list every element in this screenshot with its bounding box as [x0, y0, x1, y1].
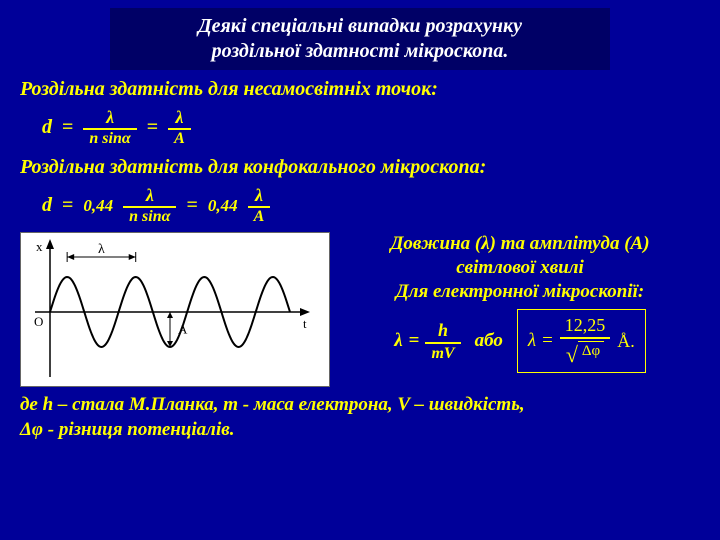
footer-line1: де h – стала М.Планка, m - маса електрон…	[20, 393, 700, 418]
title-line2: роздільної здатності мікроскопа.	[130, 39, 590, 64]
formula2: d = 0,44 λ n sinα = 0,44 λ A	[42, 185, 700, 226]
em-lambda: λ	[394, 329, 402, 353]
em-box-formula: λ = 12,25 √Δφ Å.	[517, 309, 646, 373]
svg-text:x: x	[36, 239, 43, 254]
caption-line3: Для електронної мікроскопії:	[340, 280, 700, 304]
f2-coef1: 0,44	[83, 196, 113, 216]
f2-lhs: d	[42, 194, 52, 217]
wave-caption: Довжина (λ) та амплітуда (А) світлової х…	[340, 232, 700, 387]
svg-text:t: t	[303, 316, 307, 331]
f1-frac1: λ n sinα	[83, 107, 136, 148]
caption-line1: Довжина (λ) та амплітуда (А)	[340, 232, 700, 256]
wave-diagram: λ Ax t O	[20, 232, 330, 387]
f1-frac2: λ A	[168, 107, 191, 148]
footer: де h – стала М.Планка, m - маса електрон…	[20, 393, 700, 442]
f2-frac1: λ n sinα	[123, 185, 176, 226]
em-frac: h mV	[425, 319, 460, 364]
em-formula: λ = h mV або λ = 12,25 √Δφ	[340, 309, 700, 373]
section1-heading: Роздільна здатність для несамосвітніх то…	[20, 78, 700, 101]
footer-line2: Δφ - різниця потенціалів.	[20, 418, 700, 443]
f2-eq2: =	[186, 194, 197, 217]
f1-eq2: =	[147, 116, 158, 139]
f1-eq1: =	[62, 116, 73, 139]
title-line1: Деякі спеціальні випадки розрахунку	[130, 14, 590, 39]
f2-eq1: =	[62, 194, 73, 217]
svg-text:A: A	[178, 322, 188, 337]
svg-text:λ: λ	[98, 242, 105, 257]
svg-text:O: O	[34, 314, 43, 329]
f2-coef2: 0,44	[208, 196, 238, 216]
title-box: Деякі спеціальні випадки розрахунку розд…	[110, 8, 610, 70]
em-eq: =	[409, 329, 420, 353]
section2-heading: Роздільна здатність для конфокального мі…	[20, 156, 700, 179]
formula1: d = λ n sinα = λ A	[42, 107, 700, 148]
em-or: або	[475, 329, 503, 353]
f1-lhs: d	[42, 116, 52, 139]
caption-line2: світлової хвилі	[340, 256, 700, 280]
f2-frac2: λ A	[248, 185, 271, 226]
